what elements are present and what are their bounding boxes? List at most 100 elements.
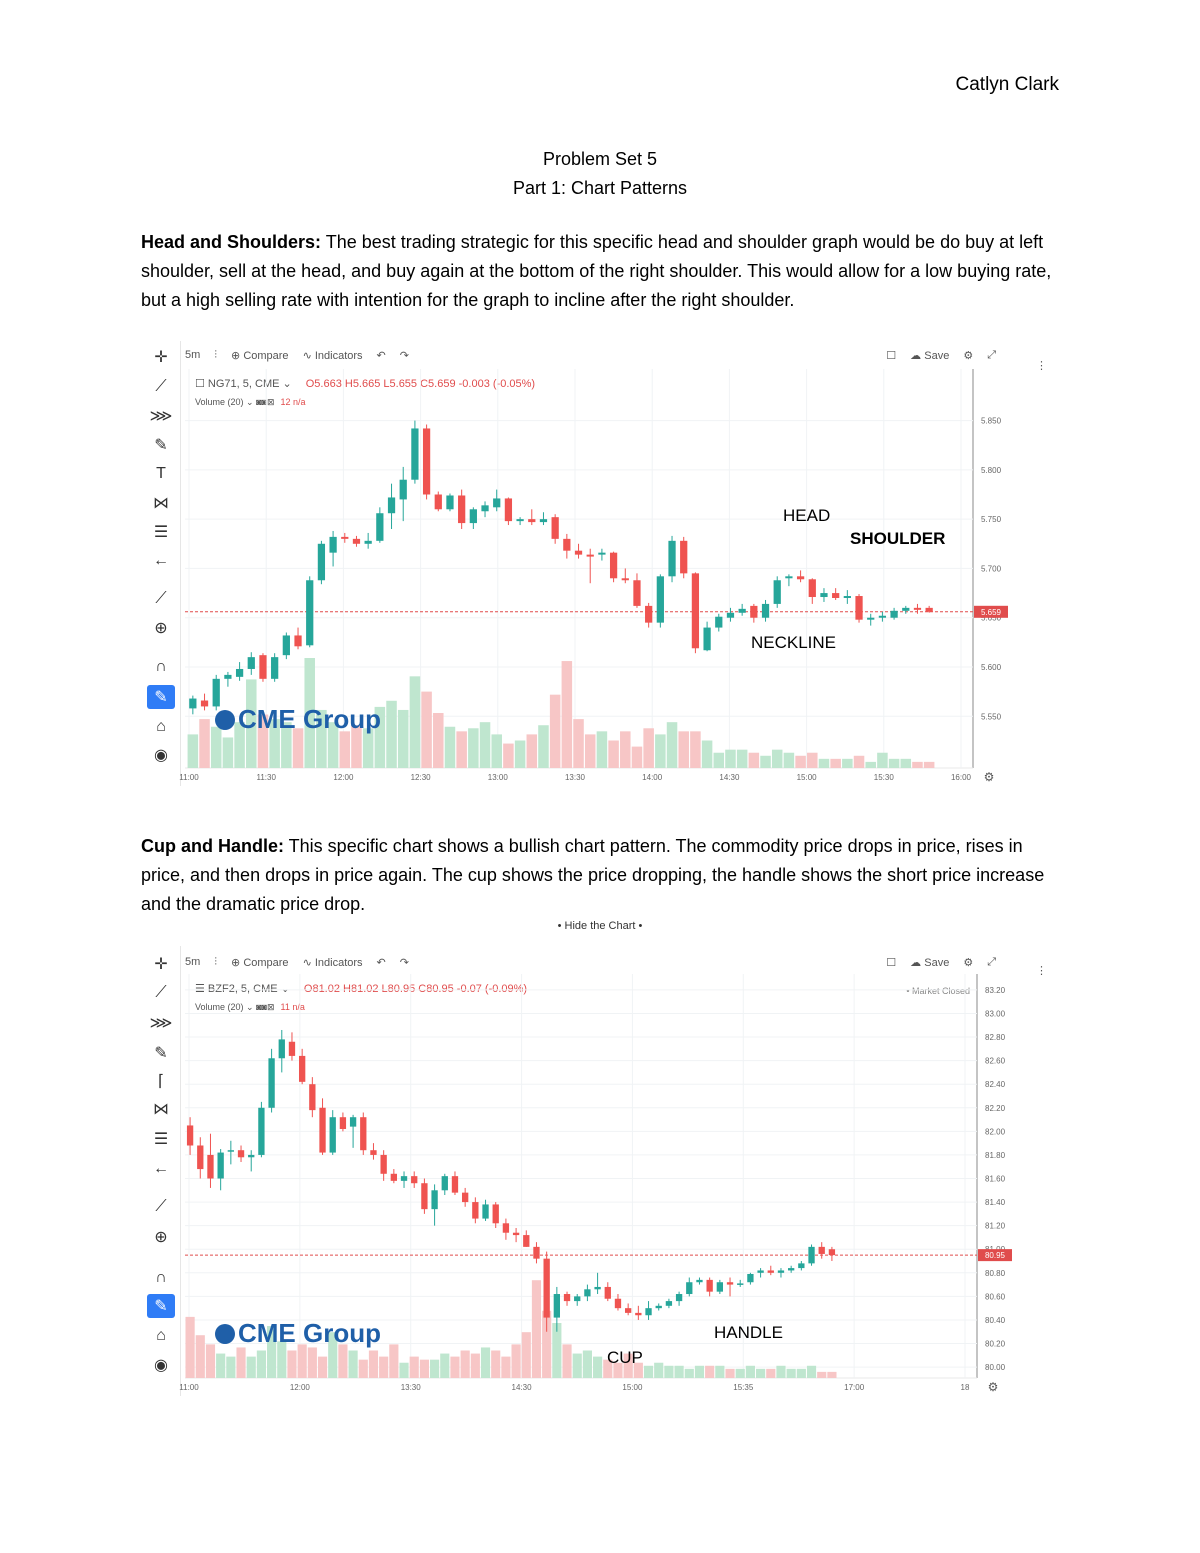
compare-button[interactable]: ⊕ Compare — [231, 349, 289, 362]
candle-body — [217, 1152, 224, 1179]
brush-icon[interactable]: ✎ — [154, 1045, 168, 1062]
candle-body — [726, 612, 735, 618]
volume-bar — [633, 1362, 643, 1378]
indicators-button[interactable]: ∿ Indicators — [302, 956, 363, 969]
candle-type-icon[interactable]: ⫶ — [214, 348, 218, 361]
undo-icon[interactable]: ↶ — [376, 349, 386, 362]
y-tick-label: 5.550 — [981, 712, 1002, 721]
candle-body — [441, 1176, 448, 1191]
candle-body — [757, 1270, 764, 1273]
symbol-label[interactable]: BZF2, 5, CME — [207, 983, 278, 995]
eye-icon[interactable]: ◉ — [154, 1357, 168, 1374]
lock-drawing-icon[interactable]: ✎ — [147, 1294, 175, 1318]
candle-body — [380, 1154, 387, 1174]
fib-icon[interactable]: ⋙ — [149, 1015, 173, 1032]
candle-body — [665, 1301, 673, 1306]
candle-body — [451, 1176, 459, 1193]
lock-drawing-icon[interactable]: ✎ — [147, 685, 175, 709]
volume-bar — [552, 1323, 562, 1378]
magnet-icon[interactable]: ∩ — [155, 658, 167, 675]
save-button[interactable]: ☁ Save — [910, 956, 950, 969]
lock-icon[interactable]: ⌂ — [156, 1327, 166, 1344]
volume-bar — [444, 726, 456, 768]
volume-bar — [351, 725, 362, 768]
sidebar-menu-icon[interactable]: ⋮ — [1036, 360, 1047, 372]
candle-body — [767, 1270, 774, 1273]
globe-icon — [215, 1324, 235, 1344]
volume-bar — [631, 746, 643, 768]
zoom-icon[interactable]: ⊕ — [154, 620, 168, 637]
save-button[interactable]: ☁ Save — [910, 349, 950, 362]
candle-body — [563, 538, 571, 551]
expand-icon[interactable]: ⤢ — [987, 348, 996, 361]
chart-head-and-shoulders[interactable]: ✛ ⟋ ⋙ ✎ T ⋈ ☰ ← ⟋ ⊕ ∩ ✎ ⌂ ◉ 5m ⫶ ⊕ Compa… — [141, 341, 1056, 786]
ruler-icon[interactable]: ⟋ — [155, 590, 167, 607]
hide-chart-link[interactable]: • Hide the Chart • — [557, 920, 643, 932]
y-tick-label: 82.80 — [985, 1033, 1006, 1042]
measure-icon[interactable]: ☰ — [153, 524, 169, 541]
volume-bar — [256, 1350, 266, 1378]
volume-value: 12 n/a — [280, 397, 306, 407]
trend-line-icon[interactable]: ⟋ — [155, 378, 167, 395]
indicators-button[interactable]: ∿ Indicators — [302, 349, 363, 362]
candle-body — [633, 580, 641, 606]
back-arrow-icon[interactable]: ← — [153, 552, 169, 569]
candle-body — [584, 1289, 591, 1297]
title-block: Problem Set 5 Part 1: Chart Patterns — [0, 145, 1200, 203]
expand-icon[interactable]: ⤢ — [987, 955, 996, 968]
volume-bar — [379, 1356, 389, 1378]
price-chart-svg[interactable]: 5.850 5.800 5.750 5.700 5.650 5.600 5.550 11:00… — [141, 341, 1056, 786]
price-chart-svg[interactable]: 83.20 83.00 82.80 82.60 82.40 82.20 82.00 81.80… — [141, 946, 1056, 1396]
fib-icon[interactable]: ⋙ — [149, 408, 173, 425]
lock-icon[interactable]: ⌂ — [156, 718, 166, 735]
x-tick-label: 11:00 — [179, 1383, 199, 1392]
fullscreen-box-icon[interactable]: ☐ — [886, 956, 897, 969]
crosshair-icon[interactable]: ✛ — [154, 956, 168, 973]
brush-icon[interactable]: ✎ — [154, 437, 168, 454]
volume-bar — [783, 752, 795, 768]
text-icon[interactable]: ⌈ — [157, 1073, 165, 1090]
candle-body — [364, 540, 372, 544]
back-arrow-icon[interactable]: ← — [153, 1160, 169, 1177]
right-sidebar: ⋮ — [1030, 946, 1056, 1396]
measure-icon[interactable]: ☰ — [153, 1131, 169, 1148]
candle-type-icon[interactable]: ⫶ — [214, 955, 218, 968]
annotation-neckline: NECKLINE — [751, 633, 837, 652]
candle-body — [716, 1282, 724, 1292]
compare-button[interactable]: ⊕ Compare — [231, 956, 289, 969]
candle-body — [259, 655, 267, 679]
redo-icon[interactable]: ↷ — [399, 956, 409, 969]
crosshair-icon[interactable]: ✛ — [154, 349, 168, 366]
volume-bar — [368, 1350, 379, 1378]
chart-cup-and-handle[interactable]: ✛ ⟋ ⋙ ✎ ⌈ ⋈ ☰ ← ⟋ ⊕ ∩ ✎ ⌂ ◉ 5m ⫶ ⊕ Compa… — [141, 946, 1056, 1396]
volume-bar — [389, 1344, 399, 1378]
symbol-label[interactable]: NG71, 5, CME — [207, 378, 280, 390]
magnet-icon[interactable]: ∩ — [155, 1269, 167, 1286]
settings-gear-icon[interactable]: ⚙ — [963, 349, 974, 362]
interval-button[interactable]: 5m — [185, 349, 201, 361]
pattern-icon[interactable]: ⋈ — [153, 495, 169, 512]
candle-body — [481, 505, 489, 512]
volume-bar — [674, 1365, 684, 1378]
interval-button[interactable]: 5m — [185, 956, 201, 968]
sidebar-menu-icon[interactable]: ⋮ — [1036, 965, 1047, 977]
candle-body — [461, 1192, 469, 1203]
ruler-icon[interactable]: ⟋ — [155, 1198, 167, 1215]
settings-gear-icon[interactable]: ⚙ — [963, 956, 974, 969]
undo-icon[interactable]: ↶ — [376, 956, 386, 969]
candle-body — [706, 1279, 713, 1292]
text-icon[interactable]: T — [156, 465, 166, 482]
volume-bar — [806, 1365, 817, 1378]
trend-line-icon[interactable]: ⟋ — [155, 984, 167, 1001]
pattern-icon[interactable]: ⋈ — [153, 1101, 169, 1118]
candle-body — [472, 1202, 479, 1219]
zoom-icon[interactable]: ⊕ — [154, 1229, 168, 1246]
redo-icon[interactable]: ↷ — [399, 349, 409, 362]
volume-bar — [817, 1371, 827, 1378]
candle-body — [574, 1296, 581, 1302]
fullscreen-box-icon[interactable]: ☐ — [886, 349, 897, 362]
eye-icon[interactable]: ◉ — [154, 747, 168, 764]
indicators-label: Indicators — [314, 349, 363, 362]
volume-bar — [830, 758, 841, 768]
candle-body — [329, 536, 337, 553]
